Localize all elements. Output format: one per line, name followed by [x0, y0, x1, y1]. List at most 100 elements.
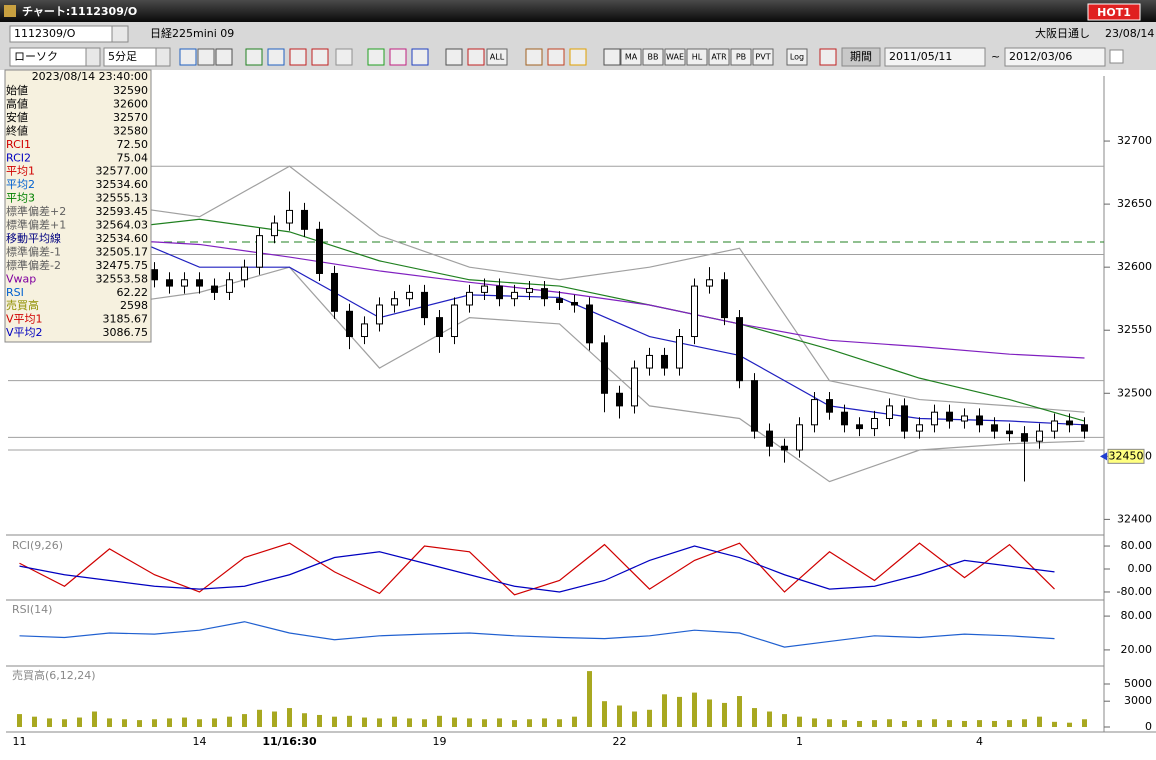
toolbar-icon[interactable]	[547, 48, 565, 66]
toolbar-icon[interactable]	[179, 48, 197, 66]
toolbar-button-label: ATR	[711, 53, 727, 62]
toolbar-icon[interactable]	[367, 48, 385, 66]
toolbar-icon[interactable]	[267, 48, 285, 66]
candle-body	[631, 367, 638, 407]
candle-body	[421, 291, 428, 319]
volume-bar	[482, 719, 487, 727]
candle-body	[901, 405, 908, 432]
period-button[interactable]	[841, 47, 881, 67]
volume-bar	[137, 720, 142, 727]
info-value: 2598	[120, 299, 148, 312]
dropdown[interactable]	[155, 47, 171, 67]
volume-bar	[167, 718, 172, 727]
volume-bar	[467, 718, 472, 727]
toolbar-button-label: PVT	[755, 53, 770, 62]
toolbar-icon[interactable]	[197, 48, 215, 66]
info-label: RSI	[6, 286, 24, 299]
toolbar-button[interactable]	[752, 48, 774, 66]
volume-bar	[602, 701, 607, 727]
toolbar-button[interactable]	[664, 48, 686, 66]
dropdown[interactable]	[111, 25, 129, 43]
volume-bar	[512, 720, 517, 727]
toolbar-icon[interactable]	[819, 48, 837, 66]
toolbar-icon[interactable]	[603, 48, 621, 66]
toolbar-icon[interactable]	[389, 48, 407, 66]
toolbar-icon[interactable]	[445, 48, 463, 66]
toolbar-icon[interactable]	[411, 48, 429, 66]
info-label: 移動平均線	[6, 231, 61, 245]
info-value: 32555.13	[96, 192, 149, 205]
toolbar-icon[interactable]	[289, 48, 307, 66]
info-value: 32590	[113, 84, 148, 97]
candle-body	[616, 392, 623, 407]
candle-body	[541, 288, 548, 300]
candle-body	[916, 424, 923, 432]
info-label: V平均2	[6, 326, 43, 339]
toolbar-button-label: HL	[692, 53, 703, 62]
toolbar-button[interactable]	[642, 48, 664, 66]
toolbar-icon[interactable]	[467, 48, 485, 66]
indicator-line	[19, 621, 1055, 648]
volume-bar	[77, 717, 82, 727]
candle-body	[151, 269, 158, 281]
candle-body	[691, 285, 698, 338]
from-field[interactable]	[884, 47, 986, 67]
toolbar-button[interactable]	[730, 48, 752, 66]
to-field[interactable]	[1004, 47, 1106, 67]
toolbar-icon[interactable]	[569, 48, 587, 66]
info-value: 75.04	[117, 151, 149, 164]
volume-bar	[122, 719, 127, 727]
candle-body	[376, 304, 383, 325]
candle-body	[526, 288, 533, 293]
volume-bar	[257, 709, 262, 727]
volume-bar	[587, 671, 592, 727]
toolbar-icon[interactable]	[525, 48, 543, 66]
toolbar-icon[interactable]	[245, 48, 263, 66]
indicator-line	[19, 545, 1055, 593]
checkbox[interactable]	[1109, 49, 1124, 64]
toolbar-button[interactable]	[686, 48, 708, 66]
volume-bar	[197, 719, 202, 727]
indicator-line	[19, 218, 1085, 422]
info-timestamp: 2023/08/14 23:40:00	[32, 70, 148, 83]
info-label: 安値	[6, 110, 28, 124]
candle-body	[661, 354, 668, 369]
y-tick-label: 0	[1145, 720, 1152, 733]
candle-body	[301, 209, 308, 230]
toolbar-button-label: BB	[648, 53, 659, 62]
info-value: 32534.60	[96, 232, 149, 245]
candle-body	[316, 228, 323, 274]
toolbar-icon[interactable]	[215, 48, 233, 66]
volume-bar	[572, 716, 577, 727]
y-tick-label: 32400	[1117, 512, 1152, 525]
hot-button[interactable]	[1087, 3, 1141, 21]
candle-body	[406, 291, 413, 300]
toolbar-button[interactable]	[708, 48, 730, 66]
toolbar-icon[interactable]	[335, 48, 353, 66]
info-label: V平均1	[6, 313, 43, 326]
chart-kind: ローソク	[14, 50, 58, 63]
info-value: 32593.45	[96, 205, 149, 218]
toolbar-button[interactable]	[620, 48, 642, 66]
toolbar-button[interactable]	[486, 48, 508, 66]
toolbar-button[interactable]	[786, 48, 808, 66]
info-label: 標準偏差-2	[6, 258, 61, 272]
y-tick-label: 32650	[1117, 197, 1152, 210]
candle-body	[856, 424, 863, 430]
candle-body	[1006, 430, 1013, 435]
y-tick-label: 80.00	[1121, 609, 1153, 622]
y-tick-label: -80.00	[1117, 585, 1152, 598]
volume-bar	[887, 719, 892, 727]
candle-body	[781, 445, 788, 451]
candle-body	[451, 304, 458, 338]
candle-body	[496, 285, 503, 300]
volume-bar	[632, 711, 637, 727]
y-tick-label: 32500	[1117, 386, 1152, 399]
volume-bar	[557, 719, 562, 727]
volume-bar	[542, 718, 547, 727]
candle-body	[241, 266, 248, 281]
info-value: 3185.67	[103, 313, 149, 326]
volume-bar	[902, 720, 907, 727]
toolbar-icon[interactable]	[311, 48, 329, 66]
dropdown[interactable]	[85, 47, 101, 67]
